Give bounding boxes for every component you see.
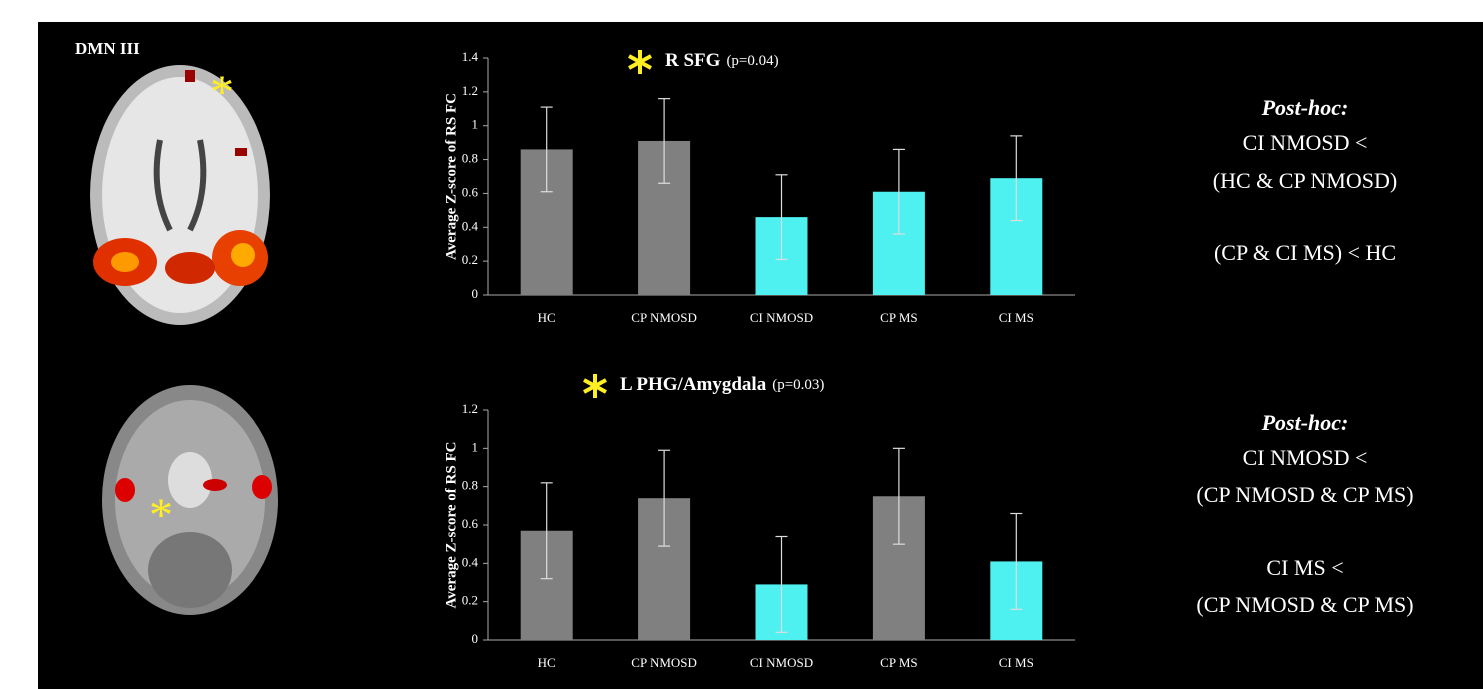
y-tick-label: 1 bbox=[472, 117, 479, 132]
x-tick-label: HC bbox=[538, 655, 556, 670]
x-tick-label: CI NMOSD bbox=[750, 655, 813, 670]
subtitle: (p=0.03) bbox=[772, 377, 824, 393]
x-tick-label: CI NMOSD bbox=[750, 310, 813, 325]
chart-title: L PHG/Amygdala (p=0.03) bbox=[620, 374, 824, 395]
posthoc-line: (CP NMOSD & CP MS) bbox=[1196, 482, 1413, 507]
x-tick-label: CP NMOSD bbox=[631, 310, 697, 325]
panel-label: DMN III bbox=[75, 39, 140, 58]
title: R SFG bbox=[665, 50, 721, 71]
y-tick-label: 0 bbox=[472, 631, 479, 646]
subtitle: (p=0.04) bbox=[726, 53, 778, 69]
y-axis-label: Average Z-score of RS FC bbox=[443, 93, 459, 260]
x-tick-label: CP MS bbox=[880, 310, 917, 325]
y-tick-label: 0.4 bbox=[462, 218, 479, 233]
svg-text:*: * bbox=[149, 489, 173, 542]
brain-top: * bbox=[90, 65, 270, 325]
posthoc-line: CI MS < bbox=[1266, 555, 1343, 580]
y-tick-label: 1.4 bbox=[462, 49, 479, 64]
x-tick-label: CP MS bbox=[880, 655, 917, 670]
posthoc-line: CI NMOSD < bbox=[1243, 445, 1368, 470]
brain-bottom: * bbox=[102, 385, 278, 615]
y-tick-label: 0.6 bbox=[462, 184, 479, 199]
posthoc-line: (CP NMOSD & CP MS) bbox=[1196, 592, 1413, 617]
y-tick-label: 1.2 bbox=[462, 401, 478, 416]
y-tick-label: 0.8 bbox=[462, 478, 478, 493]
posthoc-line: (HC & CP NMOSD) bbox=[1213, 168, 1397, 193]
y-tick-label: 0.2 bbox=[462, 593, 478, 608]
posthoc-line: CI NMOSD < bbox=[1243, 130, 1368, 155]
y-tick-label: 0.4 bbox=[462, 554, 479, 569]
svg-text:*: * bbox=[210, 66, 234, 119]
x-tick-label: HC bbox=[538, 310, 556, 325]
y-tick-label: 0 bbox=[472, 286, 479, 301]
y-tick-label: 1.2 bbox=[462, 83, 478, 98]
posthoc-heading: Post-hoc: bbox=[1261, 95, 1349, 120]
y-tick-label: 0.2 bbox=[462, 252, 478, 267]
y-tick-label: 1 bbox=[472, 439, 479, 454]
x-tick-label: CI MS bbox=[999, 655, 1034, 670]
title: L PHG/Amygdala bbox=[620, 374, 767, 395]
figure: DMN III * * 0 0.2 0.4 0.6 0.8 1 1.2 1.4 Average … bbox=[0, 0, 1483, 689]
y-axis-label: Average Z-score of RS FC bbox=[443, 442, 459, 609]
y-tick-label: 0.8 bbox=[462, 151, 478, 166]
x-tick-label: CP NMOSD bbox=[631, 655, 697, 670]
posthoc-heading: Post-hoc: bbox=[1261, 410, 1349, 435]
x-tick-label: CI MS bbox=[999, 310, 1034, 325]
y-tick-label: 0.6 bbox=[462, 516, 479, 531]
posthoc-line: (CP & CI MS) < HC bbox=[1214, 240, 1396, 265]
